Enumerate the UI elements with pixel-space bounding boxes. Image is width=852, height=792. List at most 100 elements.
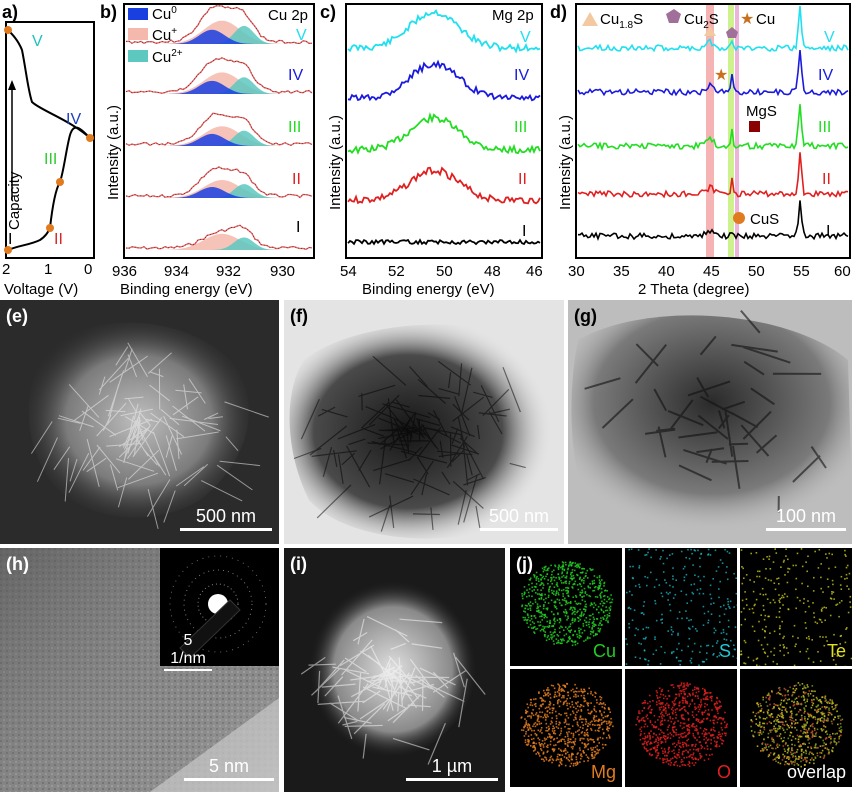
panel-g-scalebar: 100 nm <box>766 506 846 531</box>
panel-d-label: d) <box>550 2 567 22</box>
panel-f: (f) 500 nm <box>284 300 564 544</box>
b-ylabel: Intensity (a.u.) <box>105 105 122 200</box>
panel-a-label: a) <box>2 2 19 22</box>
d-state-II: II <box>822 171 831 188</box>
d-xtick-50: 50 <box>748 263 765 280</box>
panel-b-label: b) <box>100 2 117 22</box>
panel-i: (i) 1 µm <box>284 548 505 792</box>
eds-map-te: Te <box>740 548 852 666</box>
b-xtick-930: 930 <box>270 263 295 280</box>
d-xtick-55: 55 <box>793 263 810 280</box>
eds-label-o: O <box>716 762 731 782</box>
panel-c: Mg 2p Intensity (a.u.) 54 52 50 48 46 Bi… <box>318 0 548 300</box>
panel-h: (h) 5 1/nm 5 nm <box>0 548 279 792</box>
d-xtick-60: 60 <box>834 263 851 280</box>
panel-b: Cu0 Cu+ Cu2+ Cu 2p Intensity (a.u.) 936 … <box>100 0 318 300</box>
c-xtick-54: 54 <box>340 263 357 280</box>
d-ylabel: Intensity (a.u.) <box>557 115 574 210</box>
a-state-IV: IV <box>66 111 81 128</box>
eds-map-s: S <box>625 548 737 666</box>
panel-h-label: (h) <box>6 554 29 574</box>
c-xtick-46: 46 <box>526 263 543 280</box>
b-legend-cu2: Cu2+ <box>152 48 183 66</box>
panel-i-label: (i) <box>290 554 307 574</box>
panel-c-plot: Mg 2p Intensity (a.u.) 54 52 50 48 46 Bi… <box>327 3 543 298</box>
eds-label-cu: Cu <box>592 641 616 661</box>
c-state-II: II <box>518 171 527 188</box>
panel-f-scalebar: 500 nm <box>480 506 558 531</box>
d-xtick-35: 35 <box>613 263 630 280</box>
a-state-I: I <box>8 231 12 248</box>
b-xtick-932: 932 <box>216 263 241 280</box>
panel-f-label: (f) <box>290 306 308 326</box>
eds-map-mg: Mg <box>510 669 622 787</box>
eds-label-te: Te <box>826 641 846 661</box>
svg-text:★: ★ <box>714 67 728 84</box>
a-xlabel: Voltage (V) <box>4 281 78 298</box>
panel-c-label: c) <box>320 2 337 22</box>
c-state-IV: IV <box>514 67 529 84</box>
panel-e-label: (e) <box>6 306 28 326</box>
d-xtick-30: 30 <box>568 263 585 280</box>
a-xtick-2: 2 <box>2 261 10 278</box>
d-xtick-45: 45 <box>703 263 720 280</box>
eds-map-overlap: overlap <box>740 669 852 787</box>
b-xtick-936: 936 <box>112 263 137 280</box>
panel-e: (e) 500 nm <box>0 300 279 544</box>
d-state-I: I <box>826 223 830 240</box>
d-xtick-40: 40 <box>658 263 675 280</box>
b-state-II: II <box>292 171 301 188</box>
d-state-IV: IV <box>818 67 833 84</box>
eds-label-overlap: overlap <box>786 762 846 782</box>
d-state-III: III <box>818 119 831 136</box>
c-state-III: III <box>514 119 527 136</box>
b-legend-cu1: Cu+ <box>152 26 177 44</box>
b-state-IV: IV <box>288 67 303 84</box>
c-state-I: I <box>522 223 526 240</box>
panel-i-scalebar: 1 µm <box>406 756 498 781</box>
panel-a: I II III IV V Capacity 2 1 0 Voltage (V)… <box>0 0 100 300</box>
panel-h-inset-scalebar: 5 1/nm <box>164 632 212 671</box>
c-xtick-50: 50 <box>436 263 453 280</box>
panel-h-inset: 5 1/nm <box>160 548 279 671</box>
b-title: Cu 2p <box>268 7 308 24</box>
d-legend-cu: Cu <box>756 11 775 28</box>
b-state-I: I <box>296 219 300 236</box>
d-annot-mgs: MgS <box>746 103 777 120</box>
panel-h-scalebar: 5 nm <box>184 756 274 781</box>
panel-f-image <box>289 324 554 539</box>
b-xtick-934: 934 <box>164 263 189 280</box>
d-annot-cus: CuS <box>750 211 779 228</box>
b-xlabel: Binding energy (eV) <box>120 281 253 298</box>
d-state-V: V <box>824 29 835 46</box>
b-legend-cu0: Cu0 <box>152 5 177 23</box>
panel-j-label: (j) <box>516 554 533 574</box>
c-xtick-52: 52 <box>388 263 405 280</box>
eds-label-s: S <box>718 641 731 661</box>
c-state-V: V <box>520 29 531 46</box>
c-xtick-48: 48 <box>484 263 501 280</box>
d-legend-cu18s: Cu1.8S <box>600 11 643 31</box>
a-state-II: II <box>54 231 63 248</box>
panel-g-label: (g) <box>574 306 597 326</box>
panel-e-image <box>28 322 269 530</box>
panel-g: (g) 100 nm <box>568 300 852 544</box>
a-xtick-0: 0 <box>84 261 92 278</box>
eds-map-cu: Cu <box>510 548 622 666</box>
panel-e-scalebar: 500 nm <box>180 506 272 531</box>
b-state-III: III <box>288 119 301 136</box>
panel-h-inset-pattern <box>169 555 267 659</box>
panel-g-image <box>571 309 852 533</box>
c-ylabel: Intensity (a.u.) <box>327 115 344 210</box>
b-state-V: V <box>296 27 307 44</box>
c-title: Mg 2p <box>492 7 534 24</box>
svg-text:★: ★ <box>740 11 754 28</box>
a-xtick-1: 1 <box>44 261 52 278</box>
eds-map-o: O <box>625 669 737 787</box>
a-ylabel: Capacity <box>6 171 23 230</box>
panel-a-plot: I II III IV V Capacity 2 1 0 Voltage (V) <box>2 21 95 298</box>
panel-i-image <box>300 580 486 765</box>
eds-label-mg: Mg <box>590 762 616 782</box>
panel-b-plot: Cu0 Cu+ Cu2+ Cu 2p Intensity (a.u.) 936 … <box>105 3 315 298</box>
